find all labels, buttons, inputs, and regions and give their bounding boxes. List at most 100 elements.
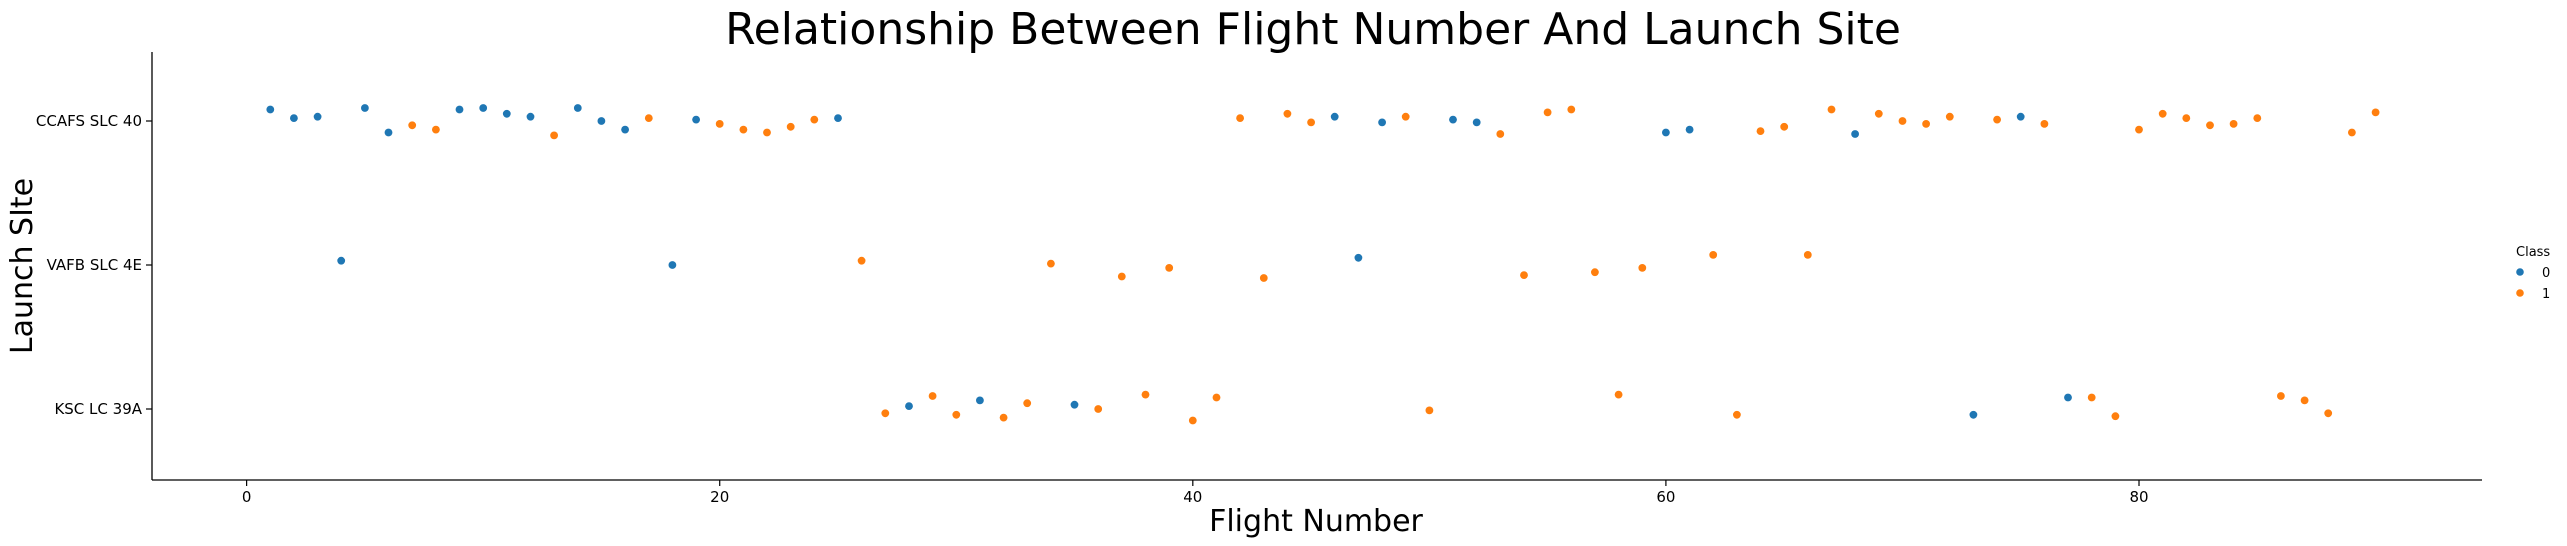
data-point-class-0	[597, 117, 606, 125]
data-point-class-1	[763, 128, 771, 137]
data-point-class-0	[1354, 253, 1363, 262]
data-point-class-0	[479, 104, 488, 112]
plot-area	[151, 52, 2482, 481]
data-point-class-1	[881, 409, 890, 418]
data-point-class-0	[313, 112, 322, 121]
data-point-class-1	[1188, 416, 1197, 425]
y-tick-label: CCAFS SLC 40	[36, 112, 142, 130]
data-point-class-1	[1567, 105, 1576, 114]
data-point-class-0	[1330, 112, 1339, 121]
data-point-class-0	[834, 114, 842, 122]
data-point-class-1	[857, 256, 866, 265]
y-ticks: CCAFS SLC 40 VAFB SLC 4E KSC LC 39A	[36, 112, 152, 418]
data-point-class-1	[2206, 121, 2214, 130]
data-point-class-0	[621, 125, 629, 134]
data-point-class-0	[361, 104, 369, 112]
data-point-class-1	[2182, 114, 2191, 122]
data-point-class-1	[2253, 114, 2262, 122]
data-point-class-0	[266, 105, 275, 114]
data-point-class-1	[1094, 405, 1103, 413]
data-point-class-0	[668, 261, 677, 269]
data-point-class-1	[1945, 112, 1954, 121]
data-point-class-1	[1259, 274, 1268, 282]
x-tick-label: 20	[710, 488, 729, 506]
data-point-class-1	[1614, 390, 1623, 399]
data-point-class-0	[1472, 118, 1481, 127]
chart-title: Relationship Between Flight Number And L…	[725, 4, 1901, 55]
data-point-class-0	[384, 128, 393, 137]
data-point-class-1	[432, 125, 440, 134]
data-point-class-0	[502, 109, 511, 118]
data-point-class-1	[1047, 259, 1055, 268]
data-point-class-1	[1756, 127, 1765, 135]
data-point-class-1	[1496, 130, 1505, 138]
x-tick-label: 80	[2129, 488, 2148, 506]
data-point-class-1	[1993, 115, 2001, 124]
data-point-class-1	[1425, 406, 1434, 415]
y-tick-label: KSC LC 39A	[54, 400, 142, 418]
data-point-class-1	[715, 120, 724, 128]
data-point-class-0	[290, 114, 298, 122]
legend-label-class-1: 1	[2542, 287, 2550, 302]
x-tick-label: 0	[242, 488, 252, 506]
data-point-class-1	[644, 114, 653, 122]
data-point-class-1	[2324, 409, 2333, 418]
data-point-class-1	[1874, 109, 1883, 118]
data-point-class-1	[999, 413, 1008, 422]
data-point-class-1	[2135, 125, 2143, 134]
data-point-class-1	[1307, 118, 1315, 127]
data-point-class-1	[550, 131, 558, 140]
data-point-class-1	[928, 392, 937, 400]
data-point-class-1	[1212, 393, 1221, 402]
data-point-class-1	[1638, 264, 1647, 272]
data-point-class-1	[1283, 109, 1292, 118]
legend-marker-class-0	[2516, 268, 2524, 276]
legend-title: Class	[2516, 245, 2550, 260]
data-point-class-1	[2229, 120, 2238, 128]
data-point-class-1	[739, 125, 748, 134]
data-point-class-1	[2087, 393, 2096, 402]
data-point-class-0	[1449, 115, 1457, 124]
data-point-class-0	[526, 112, 535, 121]
legend-marker-class-1	[2516, 289, 2524, 297]
data-points	[266, 104, 2380, 425]
data-point-class-0	[1070, 400, 1079, 409]
data-point-class-1	[1023, 399, 1032, 408]
data-point-class-1	[1898, 117, 1907, 125]
x-axis-label: Flight Number	[1209, 504, 1423, 539]
data-point-class-1	[1141, 390, 1150, 399]
data-point-class-1	[1709, 251, 1718, 259]
data-point-class-0	[905, 402, 913, 410]
data-point-class-1	[810, 115, 819, 124]
data-point-class-1	[1591, 268, 1599, 277]
data-point-class-1	[1827, 105, 1836, 114]
data-point-class-1	[2158, 109, 2167, 118]
data-point-class-1	[1803, 251, 1812, 259]
data-point-class-0	[2016, 112, 2025, 121]
data-point-class-1	[2111, 412, 2120, 421]
data-point-class-1	[2348, 128, 2356, 137]
data-point-class-0	[1685, 125, 1694, 134]
data-point-class-0	[2064, 393, 2072, 402]
data-point-class-1	[1165, 264, 1174, 272]
x-tick-label: 40	[1183, 488, 1202, 506]
data-point-class-1	[1236, 114, 1244, 122]
data-point-class-1	[2371, 108, 2380, 117]
y-tick-label: VAFB SLC 4E	[47, 256, 142, 274]
data-point-class-1	[952, 410, 961, 419]
data-point-class-0	[692, 115, 700, 124]
legend: Class 0 1	[2516, 245, 2550, 302]
data-point-class-1	[1401, 112, 1410, 121]
data-point-class-1	[1780, 122, 1789, 131]
data-point-class-1	[1922, 120, 1930, 128]
x-tick-label: 60	[1656, 488, 1675, 506]
data-point-class-1	[1543, 108, 1552, 117]
y-axis-label: Launch SIte	[5, 178, 40, 354]
data-point-class-1	[408, 121, 417, 130]
data-point-class-0	[573, 104, 582, 112]
data-point-class-1	[1733, 410, 1741, 419]
data-point-class-1	[2300, 396, 2309, 405]
data-point-class-0	[976, 396, 984, 405]
data-point-class-0	[1378, 118, 1386, 127]
legend-label-class-0: 0	[2542, 266, 2550, 281]
